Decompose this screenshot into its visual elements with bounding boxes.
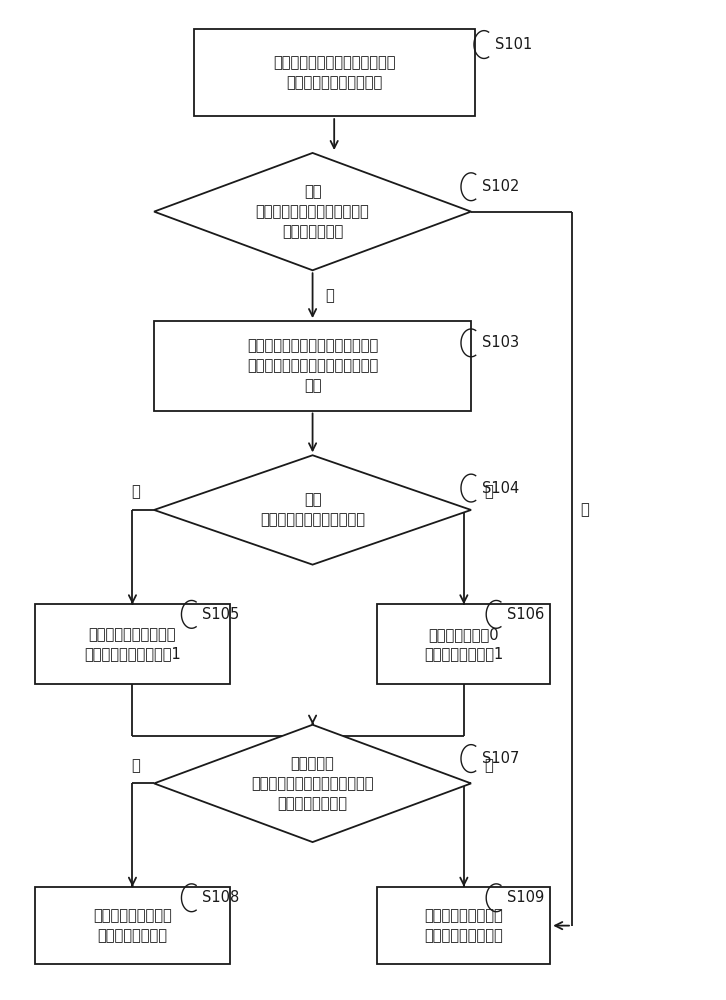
Text: S104: S104 [482,481,519,496]
Text: S109: S109 [507,890,544,905]
Text: 否: 否 [581,502,590,517]
Bar [154,321,471,410]
Text: 分别统计自容数据大于第一大面积
接触阈值和第二大面积接触阈值的
个数: 分别统计自容数据大于第一大面积 接触阈值和第二大面积接触阈值的 个数 [247,338,378,393]
Polygon shape [154,455,471,565]
Text: 判断
自容数据一致性是否小于预设
的一致性阈值？: 判断 自容数据一致性是否小于预设 的一致性阈值？ [256,184,370,239]
Text: S106: S106 [507,607,544,622]
Text: 是: 是 [484,758,493,773]
Polygon shape [154,153,471,270]
Text: 判定不存在大面积接
触的第二触摸屏终端: 判定不存在大面积接 触的第二触摸屏终端 [425,908,503,943]
Text: 是: 是 [131,758,140,773]
Text: 是: 是 [131,485,140,500]
Text: S107: S107 [482,751,519,766]
Text: S105: S105 [203,607,240,622]
Text: 判断
是否满足大面积接触条件？: 判断 是否满足大面积接触条件？ [260,493,365,527]
Bar [378,887,550,964]
Text: 是: 是 [325,288,334,303]
Text: S102: S102 [482,179,519,194]
Bar [378,604,550,684]
Polygon shape [154,725,471,842]
Text: S101: S101 [495,37,532,52]
Text: 当识别次数不为0
时，将识别次数减1: 当识别次数不为0 时，将识别次数减1 [424,627,504,662]
Text: 否: 否 [484,485,493,500]
Text: 判定存在大面积接触
的第二触摸屏终端: 判定存在大面积接触 的第二触摸屏终端 [93,908,172,943]
Text: 判断预设的
时间段内识别次数是否达到预设
的识别次数阈值？: 判断预设的 时间段内识别次数是否达到预设 的识别次数阈值？ [251,756,374,811]
Bar [35,604,229,684]
Text: S108: S108 [203,890,240,905]
Bar [194,29,475,116]
Text: S103: S103 [482,335,519,350]
Text: 当识别次数未达到预设
上限时，将识别次数加1: 当识别次数未达到预设 上限时，将识别次数加1 [84,627,181,662]
Bar [35,887,229,964]
Text: 第一触摸终端周期性获取自容数
据，并计算自容一致性值: 第一触摸终端周期性获取自容数 据，并计算自容一致性值 [273,55,396,90]
